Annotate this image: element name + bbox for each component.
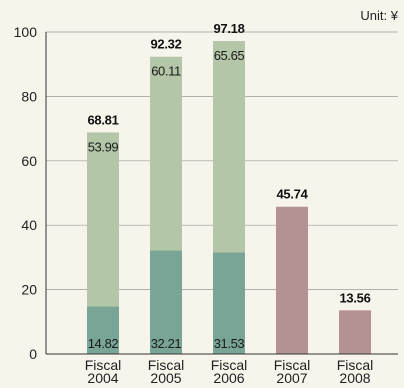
total-value-label: 97.18 (213, 21, 244, 36)
x-category-label: 2007 (276, 370, 307, 386)
y-axis: 0 20 40 60 80 100 (14, 24, 47, 362)
x-category-label: Fiscal (274, 357, 311, 373)
y-tick-label: 100 (14, 24, 38, 40)
bar-segment (213, 252, 245, 354)
segment-value-label: 65.65 (214, 48, 245, 63)
unit-label: Unit: ¥ (360, 8, 398, 23)
y-tick-label: 60 (21, 153, 37, 169)
segment-value-label: 53.99 (88, 139, 119, 154)
bars (87, 41, 371, 354)
bar-segment (276, 206, 308, 354)
y-tick-label: 20 (21, 282, 37, 298)
x-category-label: 2006 (213, 370, 244, 386)
segment-value-label: 60.11 (151, 64, 181, 79)
bar-labels: 14.82 53.99 68.81 32.21 60.11 92.32 31.53 65.65… (87, 21, 370, 351)
bar-segment (339, 310, 371, 354)
x-category-label: Fiscal (85, 357, 122, 373)
segment-value-label: 32.21 (151, 336, 182, 351)
y-tick-label: 0 (29, 346, 37, 362)
bar-segment (150, 250, 182, 354)
x-category-label: Fiscal (337, 357, 374, 373)
total-value-label: 13.56 (339, 290, 370, 305)
y-tick-label: 40 (21, 217, 37, 233)
x-axis: Fiscal2004Fiscal2005Fiscal2006Fiscal2007… (46, 353, 398, 386)
bar-segment (150, 56, 182, 251)
x-category-label: 2004 (87, 370, 118, 386)
y-tick-label: 80 (21, 88, 37, 104)
segment-value-label: 31.53 (214, 336, 245, 351)
total-value-label: 92.32 (150, 37, 181, 52)
x-category-label: 2008 (339, 370, 370, 386)
bar-segment (87, 306, 119, 354)
total-value-label: 68.81 (87, 112, 118, 127)
x-category-label: Fiscal (211, 357, 248, 373)
x-category-label: 2005 (150, 370, 181, 386)
bar-segment (213, 41, 245, 253)
segment-value-label: 14.82 (88, 336, 119, 351)
x-category-label: Fiscal (148, 357, 185, 373)
bar-segment (87, 132, 119, 307)
total-value-label: 45.74 (276, 187, 308, 202)
